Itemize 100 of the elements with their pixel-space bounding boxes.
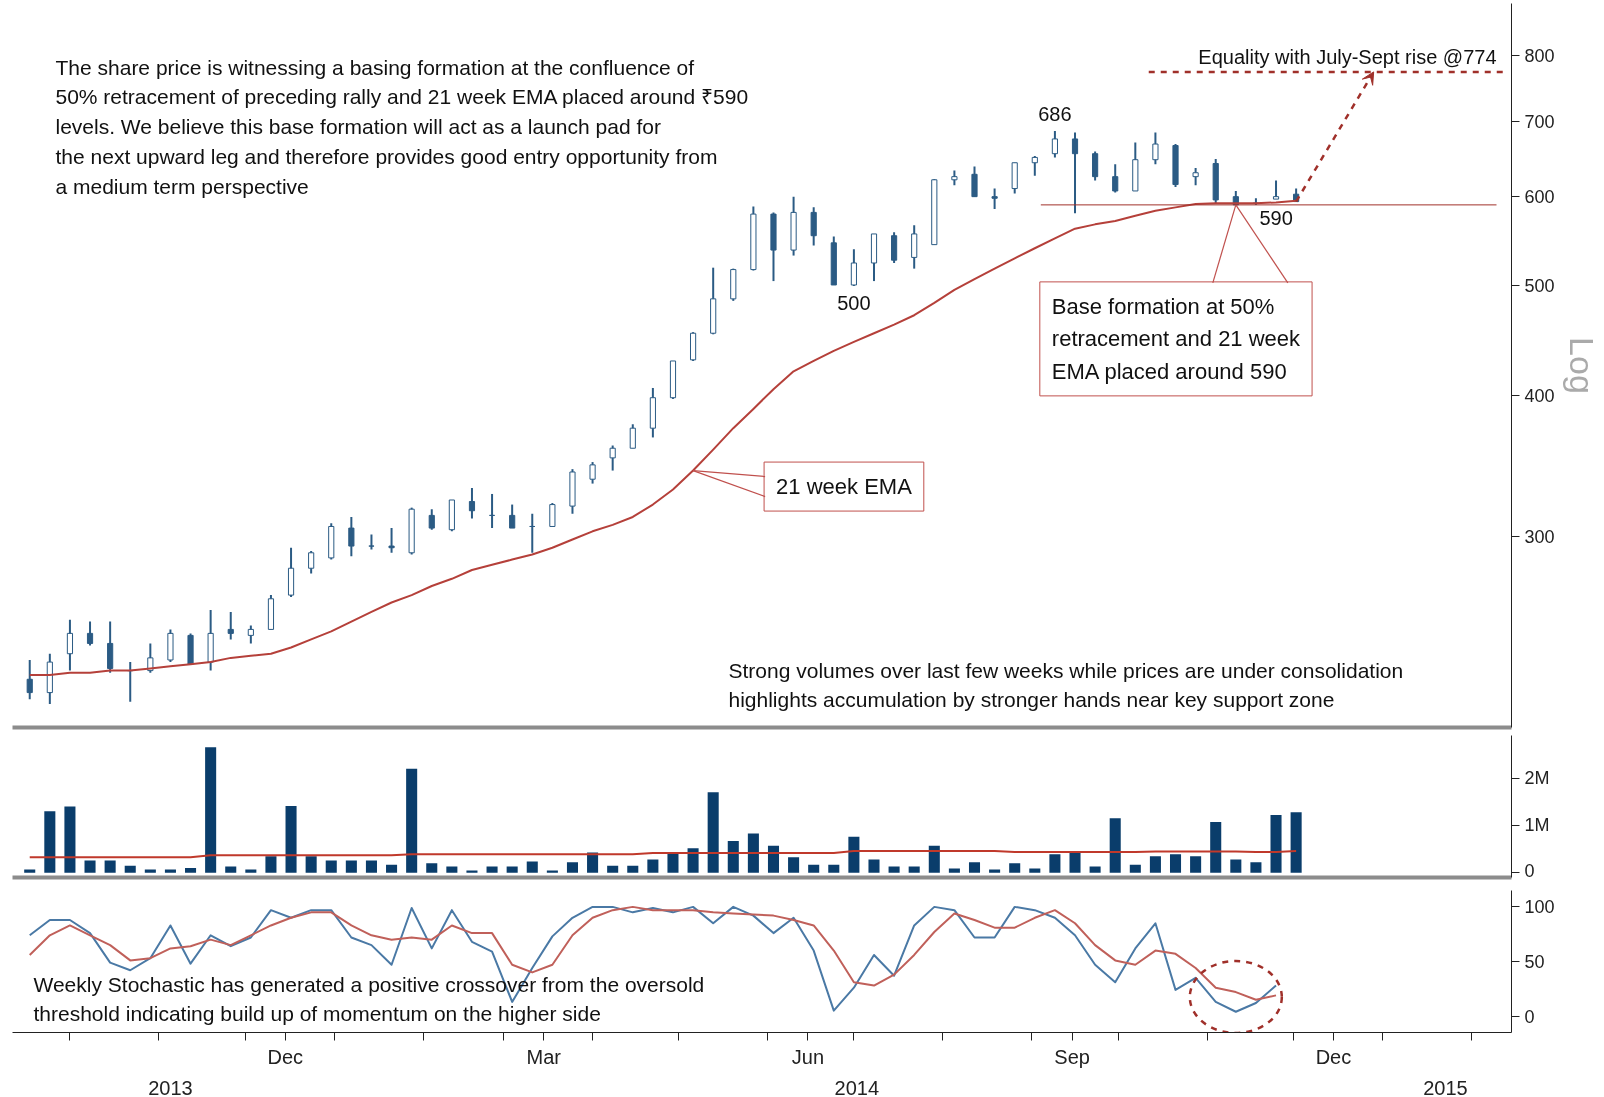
candlestick [810, 206, 817, 247]
bar [406, 768, 418, 873]
bar [365, 860, 377, 873]
x-tick-label: Jun [791, 1045, 825, 1068]
bar [1190, 856, 1202, 873]
annotation: Base formation at 50% retracement and 21 week EMA placed around 590 [1051, 293, 1302, 384]
y-tick-label: 0 [1524, 860, 1535, 881]
bar [1149, 856, 1161, 873]
x2-tick-label: 2015 [1423, 1076, 1468, 1097]
bar [667, 853, 679, 873]
candlestick [308, 550, 315, 575]
ref-line-label: 590 [1259, 206, 1293, 229]
bar [1009, 863, 1021, 873]
bar [587, 852, 599, 873]
bar [767, 845, 780, 873]
bar [1290, 812, 1302, 873]
line-series [28, 849, 1298, 859]
bar [707, 792, 719, 873]
candlestick [589, 461, 596, 485]
bar [506, 866, 518, 873]
bar [526, 861, 538, 873]
candlestick [1112, 163, 1119, 194]
bar [265, 856, 277, 873]
candlestick [66, 618, 74, 672]
candlestick [991, 187, 998, 211]
x2-tick-label: 2014 [834, 1076, 880, 1097]
bar [426, 863, 438, 873]
candlestick [227, 610, 234, 641]
bar [1250, 862, 1262, 873]
candlestick [509, 503, 516, 530]
candlestick [1092, 150, 1099, 182]
bar [225, 866, 237, 873]
candlestick [609, 444, 616, 472]
candlestick [1152, 131, 1159, 166]
bar [1069, 852, 1081, 873]
bar [1270, 815, 1282, 873]
bar [386, 864, 398, 873]
bar [989, 869, 1001, 873]
candlestick [1031, 154, 1038, 177]
y-tick-label: 300 [1524, 526, 1555, 547]
annotation: Strong volumes over last few weeks while prices are under consolidation highlights accumulation by stronger hands near key support zone [728, 658, 1404, 712]
bar [104, 860, 116, 873]
bar [1230, 859, 1242, 873]
x-tick-label: Dec [1315, 1045, 1352, 1068]
bar [687, 848, 699, 873]
y-tick-label: 1M [1524, 815, 1550, 836]
annotation: 500 [837, 291, 871, 314]
x-tick-label: Sep [1054, 1045, 1090, 1068]
y-tick-label: 800 [1524, 46, 1555, 67]
bar [185, 868, 197, 873]
candlestick [26, 658, 33, 701]
bar [647, 859, 659, 873]
bar [1210, 822, 1222, 873]
bar [546, 870, 558, 873]
y-tick-label: 600 [1524, 187, 1555, 208]
bar [828, 864, 840, 873]
bar [848, 836, 860, 873]
candlestick [1071, 131, 1079, 215]
candlestick [629, 423, 636, 450]
bar [24, 869, 36, 873]
bar [245, 869, 257, 873]
ref-line-label: Equality with July-Sept rise @774 [1198, 45, 1497, 68]
bar [968, 862, 981, 873]
bar [1049, 854, 1061, 873]
annotation: The share price is witnessing a basing formation at the confluence of 50% retracement of preceding rally and 21 week EMA placed around ₹590 levels. We believe this base formation will act as a launch pad for the next upward leg and therefore provides good entry opportunity from a medium term perspective [55, 55, 749, 199]
bar [205, 747, 217, 873]
bar [607, 865, 619, 873]
candlestick [549, 502, 556, 528]
bar [446, 866, 458, 873]
bar [788, 857, 800, 873]
bar [285, 806, 297, 873]
candlestick [468, 487, 476, 520]
bar [124, 865, 136, 873]
bar [84, 860, 96, 873]
y-tick-label: 700 [1524, 111, 1555, 132]
x-tick-label: Mar [526, 1045, 562, 1068]
bar [1029, 868, 1041, 873]
annotation: 21 week EMA [776, 474, 913, 500]
candlestick [850, 248, 857, 287]
bar [868, 859, 880, 873]
y-tick-label: 50 [1524, 952, 1545, 972]
candlestick [971, 165, 978, 198]
x2-tick-label: 2013 [148, 1076, 193, 1097]
bar [64, 806, 76, 873]
bar [1169, 854, 1182, 873]
candlestick [428, 508, 435, 531]
bar [1089, 866, 1101, 873]
bar [164, 869, 176, 873]
bar [305, 856, 317, 873]
y-tick-label: 500 [1524, 276, 1555, 297]
bar [486, 866, 498, 873]
bar [908, 866, 920, 873]
bar [627, 865, 639, 873]
annotation: 686 [1038, 103, 1072, 126]
bar [727, 841, 739, 873]
candlestick [1051, 130, 1058, 159]
bar [928, 845, 940, 873]
bar [144, 869, 156, 873]
candlestick [147, 642, 154, 674]
bar [566, 862, 578, 873]
